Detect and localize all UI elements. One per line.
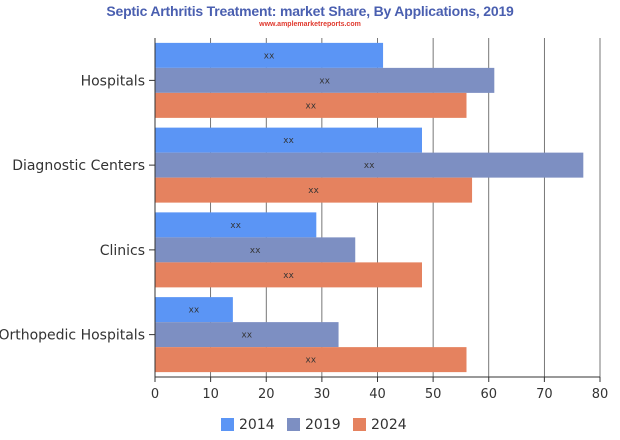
bar-2024-1 — [155, 177, 473, 203]
legend-label-2024: 2024 — [371, 417, 407, 433]
data-label: xx — [364, 161, 375, 171]
bar-2014-0 — [155, 42, 384, 68]
category-label: Orthopedic Hospitals — [0, 328, 145, 344]
category-label: Diagnostic Centers — [12, 158, 145, 174]
bar-2024-0 — [155, 92, 467, 118]
category-labels: Hospitals Diagnostic Centers Clinics Orthop… — [0, 73, 155, 344]
data-label: xx — [319, 76, 330, 86]
data-labels: xx xx xx xx xx xx xx xx xx xx xx xx — [189, 51, 376, 365]
bars — [155, 42, 584, 373]
data-label: xx — [241, 331, 252, 341]
data-label: xx — [230, 221, 241, 231]
legend-swatch-2019 — [287, 418, 300, 431]
legend-swatch-2014 — [221, 418, 234, 431]
x-tick-label: 40 — [369, 387, 386, 402]
data-label: xx — [305, 356, 316, 366]
bar-2024-3 — [155, 347, 467, 373]
data-label: xx — [189, 306, 200, 316]
data-label: xx — [308, 186, 319, 196]
bar-2019-0 — [155, 67, 495, 93]
data-label: xx — [250, 246, 261, 256]
bar-2019-1 — [155, 152, 584, 178]
bar-2014-2 — [155, 212, 317, 238]
bar-2019-2 — [155, 237, 356, 263]
legend: 2014 2019 2024 — [221, 417, 407, 433]
category-label: Clinics — [100, 243, 145, 259]
data-label: xx — [264, 51, 275, 61]
bar-2014-3 — [155, 297, 233, 323]
x-tick-label: 10 — [202, 387, 219, 402]
category-label: Hospitals — [81, 73, 145, 89]
x-tick-label: 60 — [480, 387, 497, 402]
x-tick-label: 20 — [258, 387, 275, 402]
legend-swatch-2024 — [353, 418, 366, 431]
x-tick-label: 0 — [151, 387, 159, 402]
x-tick-label: 50 — [425, 387, 442, 402]
data-label: xx — [283, 271, 294, 281]
x-tick-label: 30 — [314, 387, 331, 402]
legend-label-2014: 2014 — [239, 417, 275, 433]
data-label: xx — [283, 136, 294, 146]
bar-2024-2 — [155, 262, 422, 288]
chart-title: Septic Arthritis Treatment: market Share… — [106, 3, 514, 19]
bar-2019-3 — [155, 322, 339, 348]
x-tick-label: 80 — [592, 387, 609, 402]
bar-2014-1 — [155, 127, 422, 153]
chart-subtitle: www.amplemarketreports.com — [259, 21, 361, 28]
x-tick-labels: 0 10 20 30 40 50 60 70 80 — [151, 377, 608, 402]
legend-label-2019: 2019 — [305, 417, 341, 433]
data-label: xx — [305, 101, 316, 111]
x-tick-label: 70 — [536, 387, 553, 402]
